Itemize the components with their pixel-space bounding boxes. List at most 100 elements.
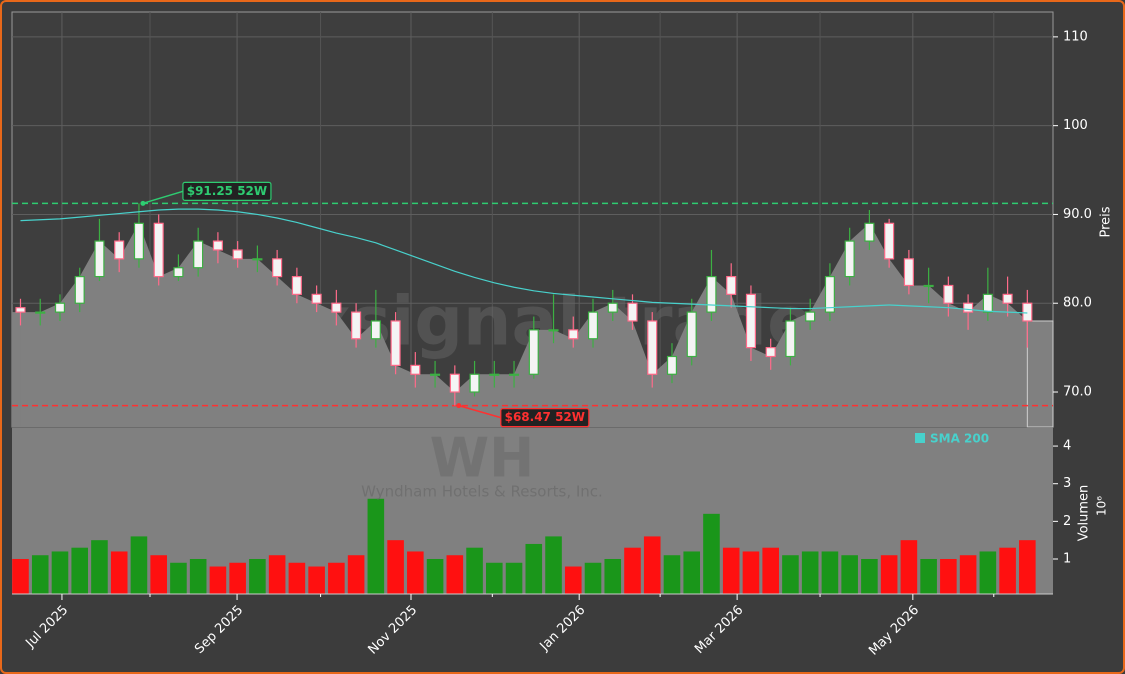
volume-bar [584,562,602,594]
candle-body [864,222,875,242]
y-tick-label: 70.0 [1063,385,1092,400]
candle-body [311,293,322,304]
volume-bar [959,555,977,594]
volume-bar [545,536,562,594]
volume-tick-label: 2 [1063,514,1071,529]
candle-body [765,347,776,358]
volume-bar [51,551,69,594]
volume-bar [426,558,444,594]
sma-line [20,208,1028,314]
volume-tick-label: 3 [1063,476,1071,491]
candle-body [982,293,993,313]
volume-bar [564,566,582,594]
candle-body [252,258,263,261]
candle-body [272,258,283,278]
legend-label: SMA 200 [930,432,989,446]
x-tick-label: Nov 2025 [365,603,420,658]
volume-bar [525,543,543,594]
candle-body [824,275,835,313]
candle-body [193,240,204,269]
candle-body [627,302,638,322]
candle-body [35,311,46,314]
volume-bar [821,551,839,594]
volume-bar [466,547,483,594]
candle-body [844,240,855,278]
x-tick-label: Sep 2025 [192,603,246,657]
candle-body [805,311,816,322]
candle-body [508,373,520,376]
annotation-arrow [458,404,502,419]
volume-bar [624,547,641,594]
x-tick-label: Mar 2026 [692,603,746,657]
candle-body [390,320,401,366]
volume-bar [446,555,464,594]
candle-body [449,373,460,393]
candle-body [884,222,895,260]
candle-body [351,311,362,340]
candle-body [370,320,381,340]
candle-body [923,284,934,288]
y-tick-label: 80.0 [1063,296,1092,311]
volume-bar [880,555,898,594]
volume-bar [249,558,266,594]
volume-tick-label: 4 [1063,439,1071,454]
candle-body [587,311,599,340]
volume-bar [782,555,799,594]
annotation-box [182,181,272,201]
volume-bar [861,558,878,594]
volume-bar [801,551,819,594]
volume-bar [742,551,760,594]
y-tick-label: 100 [1063,118,1088,133]
volume-bar [920,558,937,594]
candle-body [94,240,105,278]
volume-bar [999,547,1016,594]
volume-bar [683,551,701,594]
volume-bar [841,555,858,594]
volume-bar [71,547,89,594]
candle-body [1002,293,1013,304]
candle-body [114,240,125,260]
candle-body [410,364,421,375]
candle-body [133,222,144,260]
volume-bar [130,536,148,594]
candle-body [15,307,26,313]
candle-body [568,329,579,340]
volume-tick-label: 1 [1063,551,1071,566]
x-tick-label: May 2026 [866,603,922,659]
volume-bar [288,562,306,594]
volume-bar [762,547,779,594]
volume-axis-label: Volumen [1077,485,1092,542]
annotation-label: $91.25 52W [187,184,267,198]
y-tick-label: 110 [1063,29,1088,44]
volume-bar [663,555,681,594]
candle-body [291,275,302,295]
x-tick-label: Jan 2026 [537,603,589,655]
volume-bar [189,558,207,594]
company-watermark: Wyndham Hotels & Resorts, Inc. [361,483,603,501]
candle-body [963,302,974,313]
price-area-edge [12,312,21,427]
annotation-box [500,408,590,428]
candle-body [726,275,737,295]
volume-bar [12,558,29,594]
volume-bar [505,562,523,594]
volume-bar [486,562,503,594]
volume-bar [940,558,957,594]
candle-body [903,258,914,287]
candle-body [943,284,954,304]
candle-body [607,302,618,313]
volume-bar [367,498,385,594]
candle-body [173,267,184,278]
candle-body [430,373,441,376]
annotation-label: $68.47 52W [505,410,585,424]
volume-bar [407,551,424,594]
y-axis-label: Preis [1099,206,1114,237]
volume-bar [31,555,49,594]
volume-bar [979,551,997,594]
volume-bar [150,555,167,594]
candle-body [74,275,85,304]
candle-body [686,311,697,358]
candle-body [212,240,223,251]
volume-bar [170,562,187,594]
x-tick-label: Jul 2025 [23,603,72,652]
